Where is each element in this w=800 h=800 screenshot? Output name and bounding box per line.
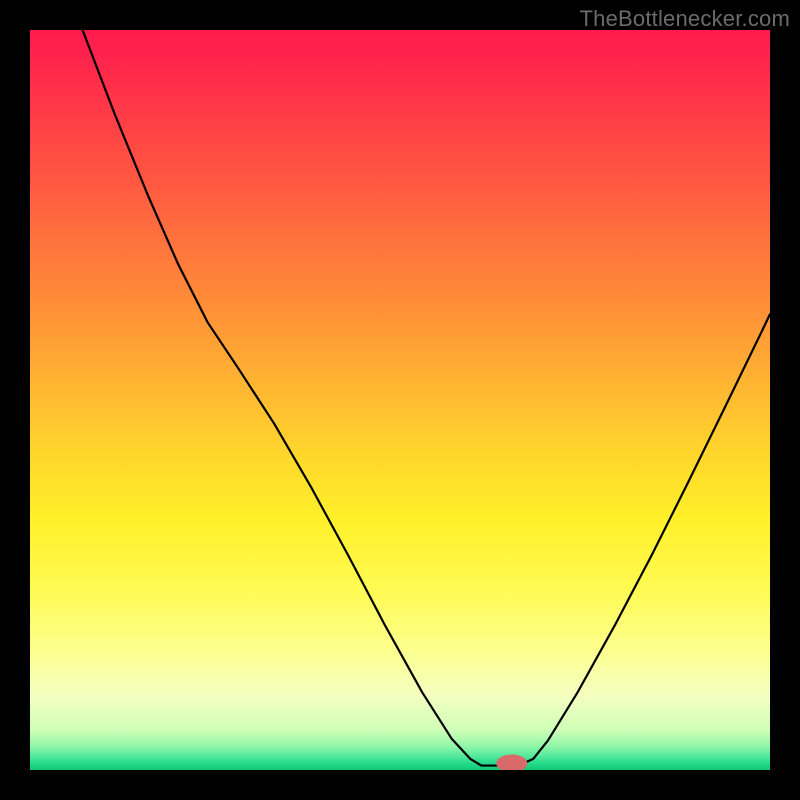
watermark-text: TheBottlenecker.com	[580, 6, 790, 32]
plot-area	[30, 30, 770, 770]
gradient-background	[30, 30, 770, 770]
gradient-chart	[30, 30, 770, 770]
chart-frame: TheBottlenecker.com	[0, 0, 800, 800]
